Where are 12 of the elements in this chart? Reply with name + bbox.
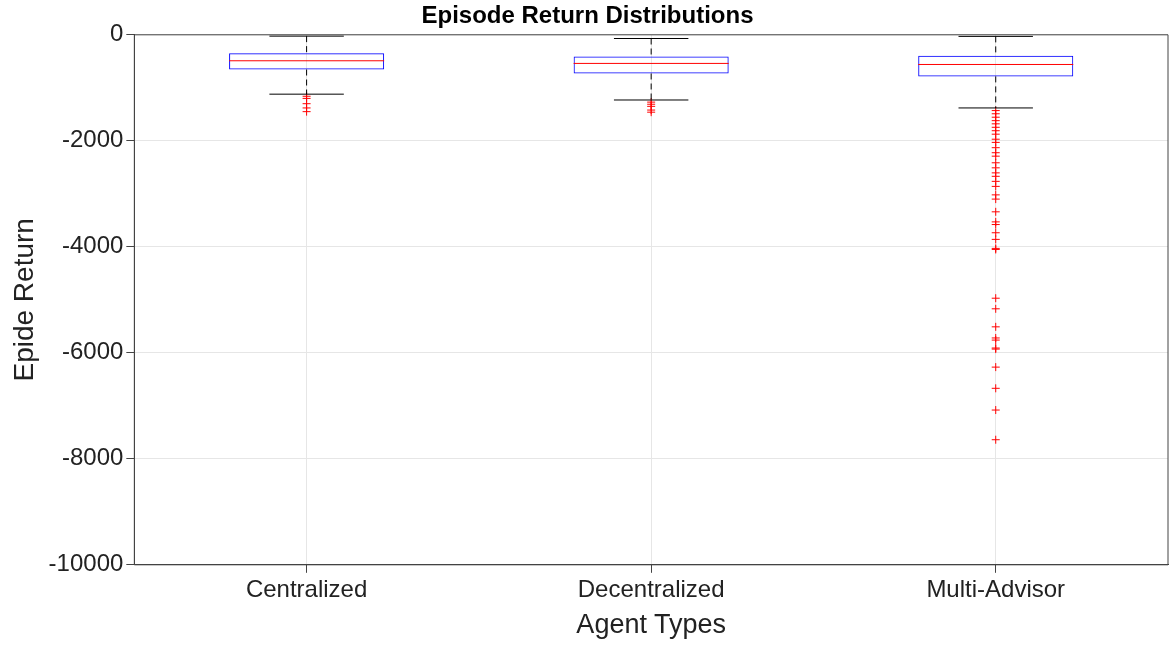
x-axis-title: Agent Types <box>576 609 726 640</box>
y-tick-label: -6000 <box>61 337 124 365</box>
y-tick-label: 0 <box>109 19 124 47</box>
y-tick-label: -8000 <box>61 443 124 471</box>
x-tick-label: Centralized <box>245 574 368 602</box>
x-tick-label: Multi-Advisor <box>926 574 1066 602</box>
y-tick-label: -4000 <box>61 231 124 259</box>
y-tick-label: -10000 <box>48 549 124 577</box>
x-tick-label: Decentralized <box>577 574 725 602</box>
y-axis-title: Epide Return <box>7 218 39 382</box>
y-tick-label: -2000 <box>61 125 124 153</box>
chart-title: Episode Return Distributions <box>421 1 754 29</box>
